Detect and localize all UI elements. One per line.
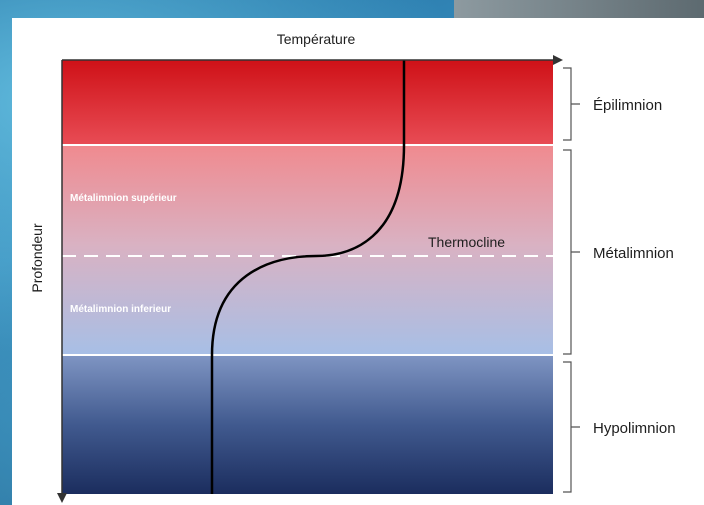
upper-metalimnion-label: Métalimnion supérieur [70, 193, 177, 204]
metalimnion-bracket [563, 149, 580, 355]
epilimnion-bracket [563, 67, 580, 141]
y-axis-label: Profondeur [29, 223, 45, 293]
temperature-profile-curve [210, 60, 406, 494]
lower-metalimnion-label: Métalimnion inferieur [70, 304, 171, 315]
epilimnion-zone [62, 60, 553, 145]
metalimnion-zone [62, 145, 553, 355]
metalimnion-label: Métalimnion [593, 245, 674, 262]
thermocline-label: Thermocline [428, 234, 505, 250]
epilimnion-label: Épilimnion [593, 97, 662, 114]
hypolimnion-zone [62, 355, 553, 494]
x-axis-arrow-icon [553, 55, 563, 65]
hypolimnion-label: Hypolimnion [593, 420, 676, 437]
x-axis-label: Température [277, 31, 356, 47]
hypolimnion-bracket [563, 361, 580, 493]
y-axis-arrow-icon [57, 493, 67, 503]
